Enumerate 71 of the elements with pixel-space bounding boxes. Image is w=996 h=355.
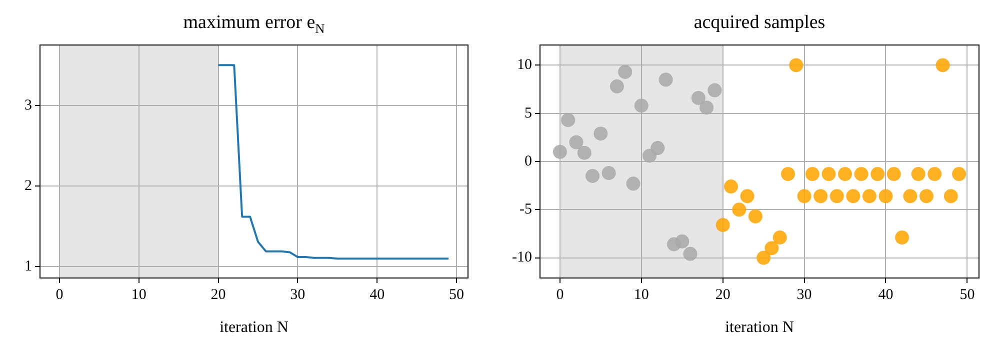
y-tick-label: -5 bbox=[520, 202, 532, 218]
point bbox=[870, 167, 885, 182]
point bbox=[822, 167, 836, 182]
point bbox=[805, 167, 820, 182]
x-tick-label: 40 bbox=[370, 286, 385, 303]
point bbox=[830, 189, 844, 204]
point bbox=[732, 202, 746, 217]
point bbox=[919, 189, 934, 204]
y-tick-label: 0 bbox=[524, 153, 532, 170]
point bbox=[602, 166, 616, 180]
point bbox=[911, 167, 926, 182]
point bbox=[569, 135, 584, 150]
point bbox=[878, 189, 893, 204]
point bbox=[634, 98, 648, 113]
x-tick-label: 10 bbox=[634, 286, 649, 303]
point bbox=[577, 146, 592, 160]
point bbox=[797, 189, 812, 204]
point bbox=[618, 64, 632, 79]
point bbox=[895, 230, 910, 245]
point bbox=[658, 72, 673, 87]
point bbox=[561, 113, 576, 128]
y-tick-label: 1 bbox=[24, 258, 32, 275]
x-tick-label: 0 bbox=[56, 286, 64, 303]
point bbox=[716, 218, 730, 232]
point bbox=[756, 250, 771, 265]
x-tick-label: 40 bbox=[878, 286, 894, 303]
point bbox=[764, 241, 779, 256]
point bbox=[708, 83, 722, 98]
point bbox=[552, 144, 567, 159]
point bbox=[626, 176, 640, 191]
point bbox=[862, 189, 876, 204]
x-tick-label: 20 bbox=[210, 286, 226, 303]
x-tick-label: 50 bbox=[448, 286, 464, 303]
point bbox=[610, 79, 624, 94]
point bbox=[952, 167, 966, 182]
y-tick-label: 3 bbox=[24, 97, 32, 114]
chart-title: acquired samples bbox=[694, 12, 826, 33]
x-tick-label: 30 bbox=[290, 286, 306, 303]
y-tick-label: 10 bbox=[517, 57, 532, 74]
point bbox=[814, 189, 828, 204]
x-tick-label: 10 bbox=[131, 286, 146, 303]
point bbox=[903, 189, 918, 204]
x-tick-label: 20 bbox=[715, 286, 730, 303]
y-tick-label: -10 bbox=[512, 250, 532, 266]
point bbox=[928, 167, 942, 182]
point bbox=[724, 180, 738, 194]
y-tick-label: 2 bbox=[24, 178, 32, 194]
point bbox=[586, 168, 600, 183]
point bbox=[691, 90, 706, 105]
point bbox=[846, 189, 860, 204]
point bbox=[772, 230, 787, 245]
point bbox=[838, 167, 852, 182]
x-tick-label: 50 bbox=[960, 286, 975, 303]
x-axis-title: iteration N bbox=[725, 319, 794, 336]
y-tick-label: 5 bbox=[524, 105, 532, 122]
point bbox=[789, 58, 804, 72]
point bbox=[650, 141, 665, 156]
x-axis-title: iteration N bbox=[220, 319, 289, 336]
point bbox=[594, 126, 608, 141]
point bbox=[675, 234, 690, 248]
point bbox=[740, 189, 754, 204]
point bbox=[781, 167, 796, 182]
point bbox=[700, 100, 714, 115]
x-tick-label: 30 bbox=[796, 286, 812, 303]
point bbox=[854, 167, 868, 182]
point bbox=[683, 246, 698, 261]
x-tick-label: 0 bbox=[556, 286, 564, 303]
point bbox=[936, 58, 950, 72]
point bbox=[886, 167, 901, 182]
point bbox=[944, 189, 958, 204]
point bbox=[748, 209, 762, 224]
